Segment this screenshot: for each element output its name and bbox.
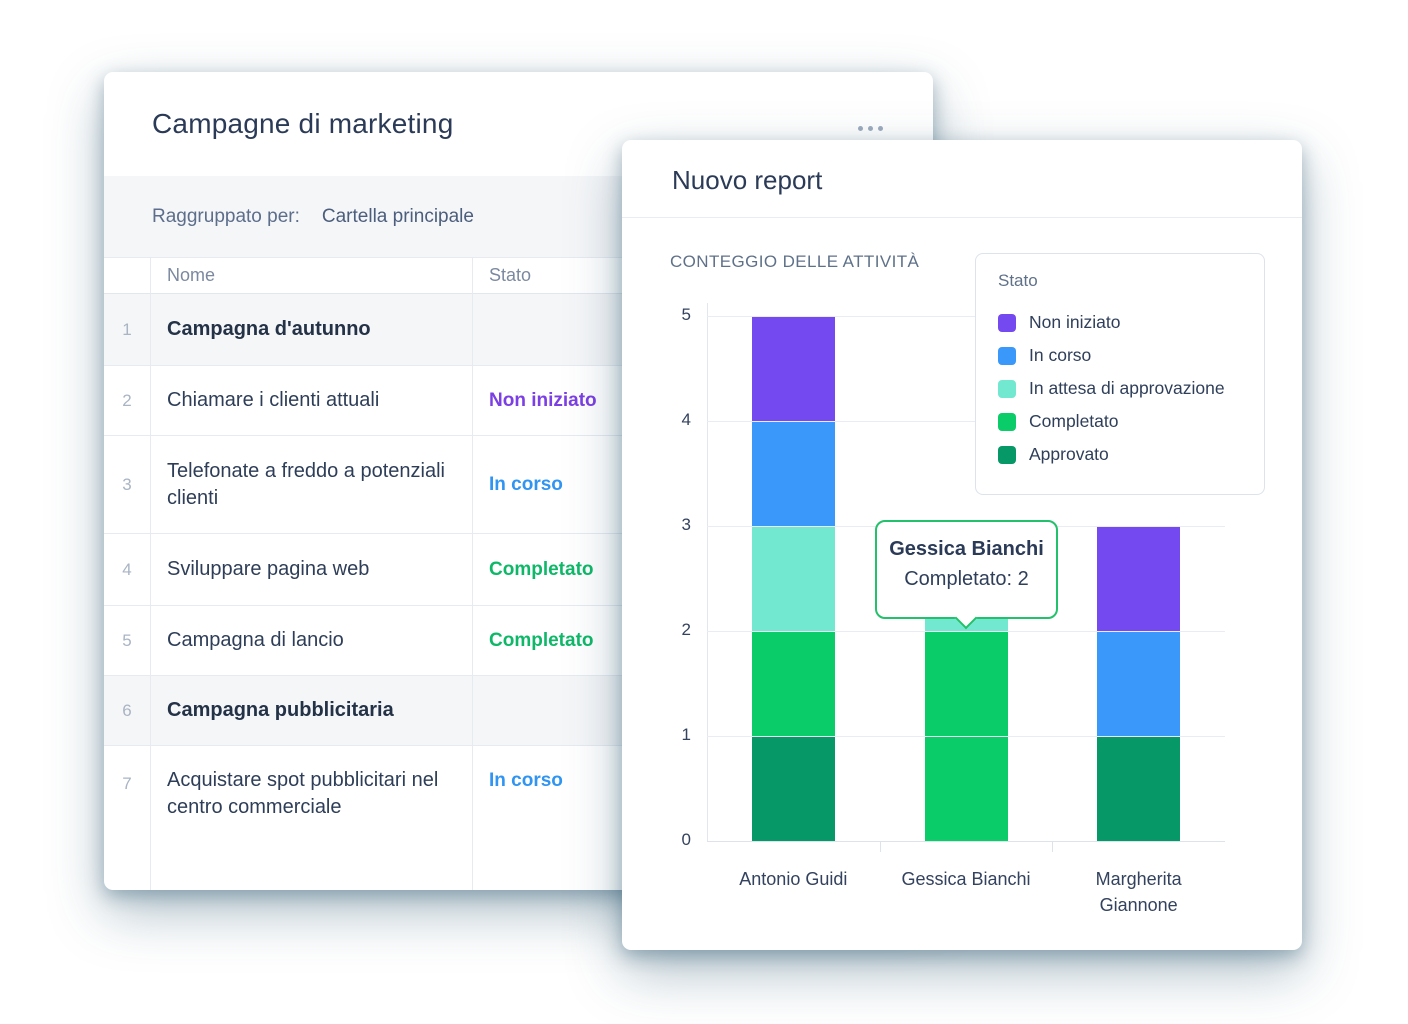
chart-legend: Stato Non iniziato In corso In attesa di a… — [975, 253, 1265, 495]
task-status[interactable]: Completato — [489, 629, 594, 651]
group-by-label: Raggruppato per: — [152, 205, 300, 227]
x-axis-tick — [1052, 842, 1054, 852]
column-divider — [150, 258, 151, 890]
legend-label: In attesa di approvazione — [1029, 378, 1225, 398]
legend-swatch — [998, 379, 1016, 398]
legend-label: Completato — [1029, 411, 1119, 431]
y-axis-tick-label: 5 — [681, 305, 691, 324]
legend-item-in-attesa-di-approvazione[interactable]: In attesa di approvazione — [998, 372, 1264, 405]
task-status[interactable]: Completato — [489, 558, 594, 580]
y-axis-tick-label: 4 — [681, 410, 691, 429]
x-axis-category-label: Antonio Guidi — [739, 869, 848, 889]
bar-segment-non-iniziato[interactable] — [1097, 527, 1181, 632]
report-header: Nuovo report — [622, 140, 1302, 218]
column-divider — [472, 258, 473, 890]
table-header-row: Nome Stato — [104, 258, 933, 294]
task-name[interactable]: Acquistare spot pubblicitari nel centro … — [167, 769, 439, 818]
bar-segment-in-attesa-di-approvazione[interactable] — [751, 527, 835, 632]
x-axis-tick — [879, 842, 881, 852]
table-row[interactable]: 4 Sviluppare pagina web Completato — [104, 534, 933, 606]
kebab-menu-icon[interactable] — [852, 120, 889, 137]
legend-item-completato[interactable]: Completato — [998, 405, 1264, 438]
bar-segment-completato[interactable] — [751, 632, 835, 737]
card-header: Campagne di marketing — [104, 72, 933, 176]
bar-segment-in-corso[interactable] — [1097, 632, 1181, 737]
y-axis-tick-label: 3 — [681, 515, 691, 534]
bar-segment-completato[interactable] — [924, 632, 1008, 842]
legend-swatch — [998, 412, 1016, 431]
task-name[interactable]: Campagna pubblicitaria — [167, 699, 394, 721]
table-row[interactable]: 5 Campagna di lancio Completato — [104, 606, 933, 676]
legend-swatch — [998, 445, 1016, 464]
legend-swatch — [998, 346, 1016, 365]
gridline — [707, 631, 1225, 632]
group-by-value[interactable]: Cartella principale — [321, 205, 474, 227]
page-title: Campagne di marketing — [152, 108, 454, 139]
task-status[interactable]: In corso — [489, 770, 563, 791]
table-row[interactable]: 3 Telefonate a freddo a potenziali clien… — [104, 436, 933, 534]
table-row[interactable]: 2 Chiamare i clienti attuali Non iniziat… — [104, 366, 933, 436]
legend-label: In corso — [1029, 345, 1092, 365]
gridline — [707, 841, 1225, 842]
chart-title: CONTEGGIO DELLE ATTIVITÀ — [670, 252, 920, 271]
task-name[interactable]: Campagna di lancio — [167, 629, 344, 651]
bar-segment-in-corso[interactable] — [751, 422, 835, 527]
x-axis-category-label: Gessica Bianchi — [901, 869, 1031, 889]
new-report-card: Nuovo report CONTEGGIO DELLE ATTIVITÀ St… — [622, 140, 1302, 950]
y-axis-line — [707, 303, 708, 842]
report-title: Nuovo report — [672, 165, 823, 195]
bar-segment-approvato[interactable] — [751, 737, 835, 842]
gridline — [707, 421, 1225, 422]
task-name[interactable]: Campagna d'autunno — [167, 318, 371, 340]
bar-segment-non-iniziato[interactable] — [751, 317, 835, 422]
legend-item-in-corso[interactable]: In corso — [998, 339, 1264, 372]
task-name[interactable]: Sviluppare pagina web — [167, 558, 370, 580]
legend-swatch — [998, 313, 1016, 332]
legend-item-approvato[interactable]: Approvato — [998, 438, 1264, 471]
legend-label: Approvato — [1029, 444, 1109, 464]
chart-tooltip: Gessica Bianchi Completato: 2 — [875, 520, 1058, 630]
tooltip-category: Gessica Bianchi — [889, 538, 1044, 560]
tooltip-value: Completato: 2 — [904, 568, 1029, 590]
stacked-bar-chart: Gessica Bianchi Completato: 2 0 1 2 3 4 5 Anto… — [682, 303, 1225, 915]
task-status[interactable]: Non iniziato — [489, 389, 597, 411]
legend-item-non-iniziato[interactable]: Non iniziato — [998, 306, 1264, 339]
task-name[interactable]: Chiamare i clienti attuali — [167, 389, 380, 411]
table-row[interactable]: 7 Acquistare spot pubblicitari nel centr… — [104, 746, 933, 871]
gridline — [707, 316, 1225, 317]
legend-title: Stato — [998, 271, 1038, 290]
gridline — [707, 736, 1225, 737]
column-header-status[interactable]: Stato — [489, 265, 532, 285]
column-header-name[interactable]: Nome — [167, 265, 216, 286]
y-axis-tick-label: 0 — [681, 830, 691, 849]
y-axis-tick-label: 2 — [681, 620, 691, 639]
task-name[interactable]: Telefonate a freddo a potenziali clienti — [167, 459, 445, 509]
bar-segment-approvato[interactable] — [1097, 737, 1181, 842]
y-axis-tick-label: 1 — [681, 725, 691, 744]
legend-label: Non iniziato — [1029, 312, 1121, 332]
task-status[interactable]: In corso — [489, 473, 563, 495]
x-axis-category-label: Margherita Giannone — [1095, 869, 1182, 915]
